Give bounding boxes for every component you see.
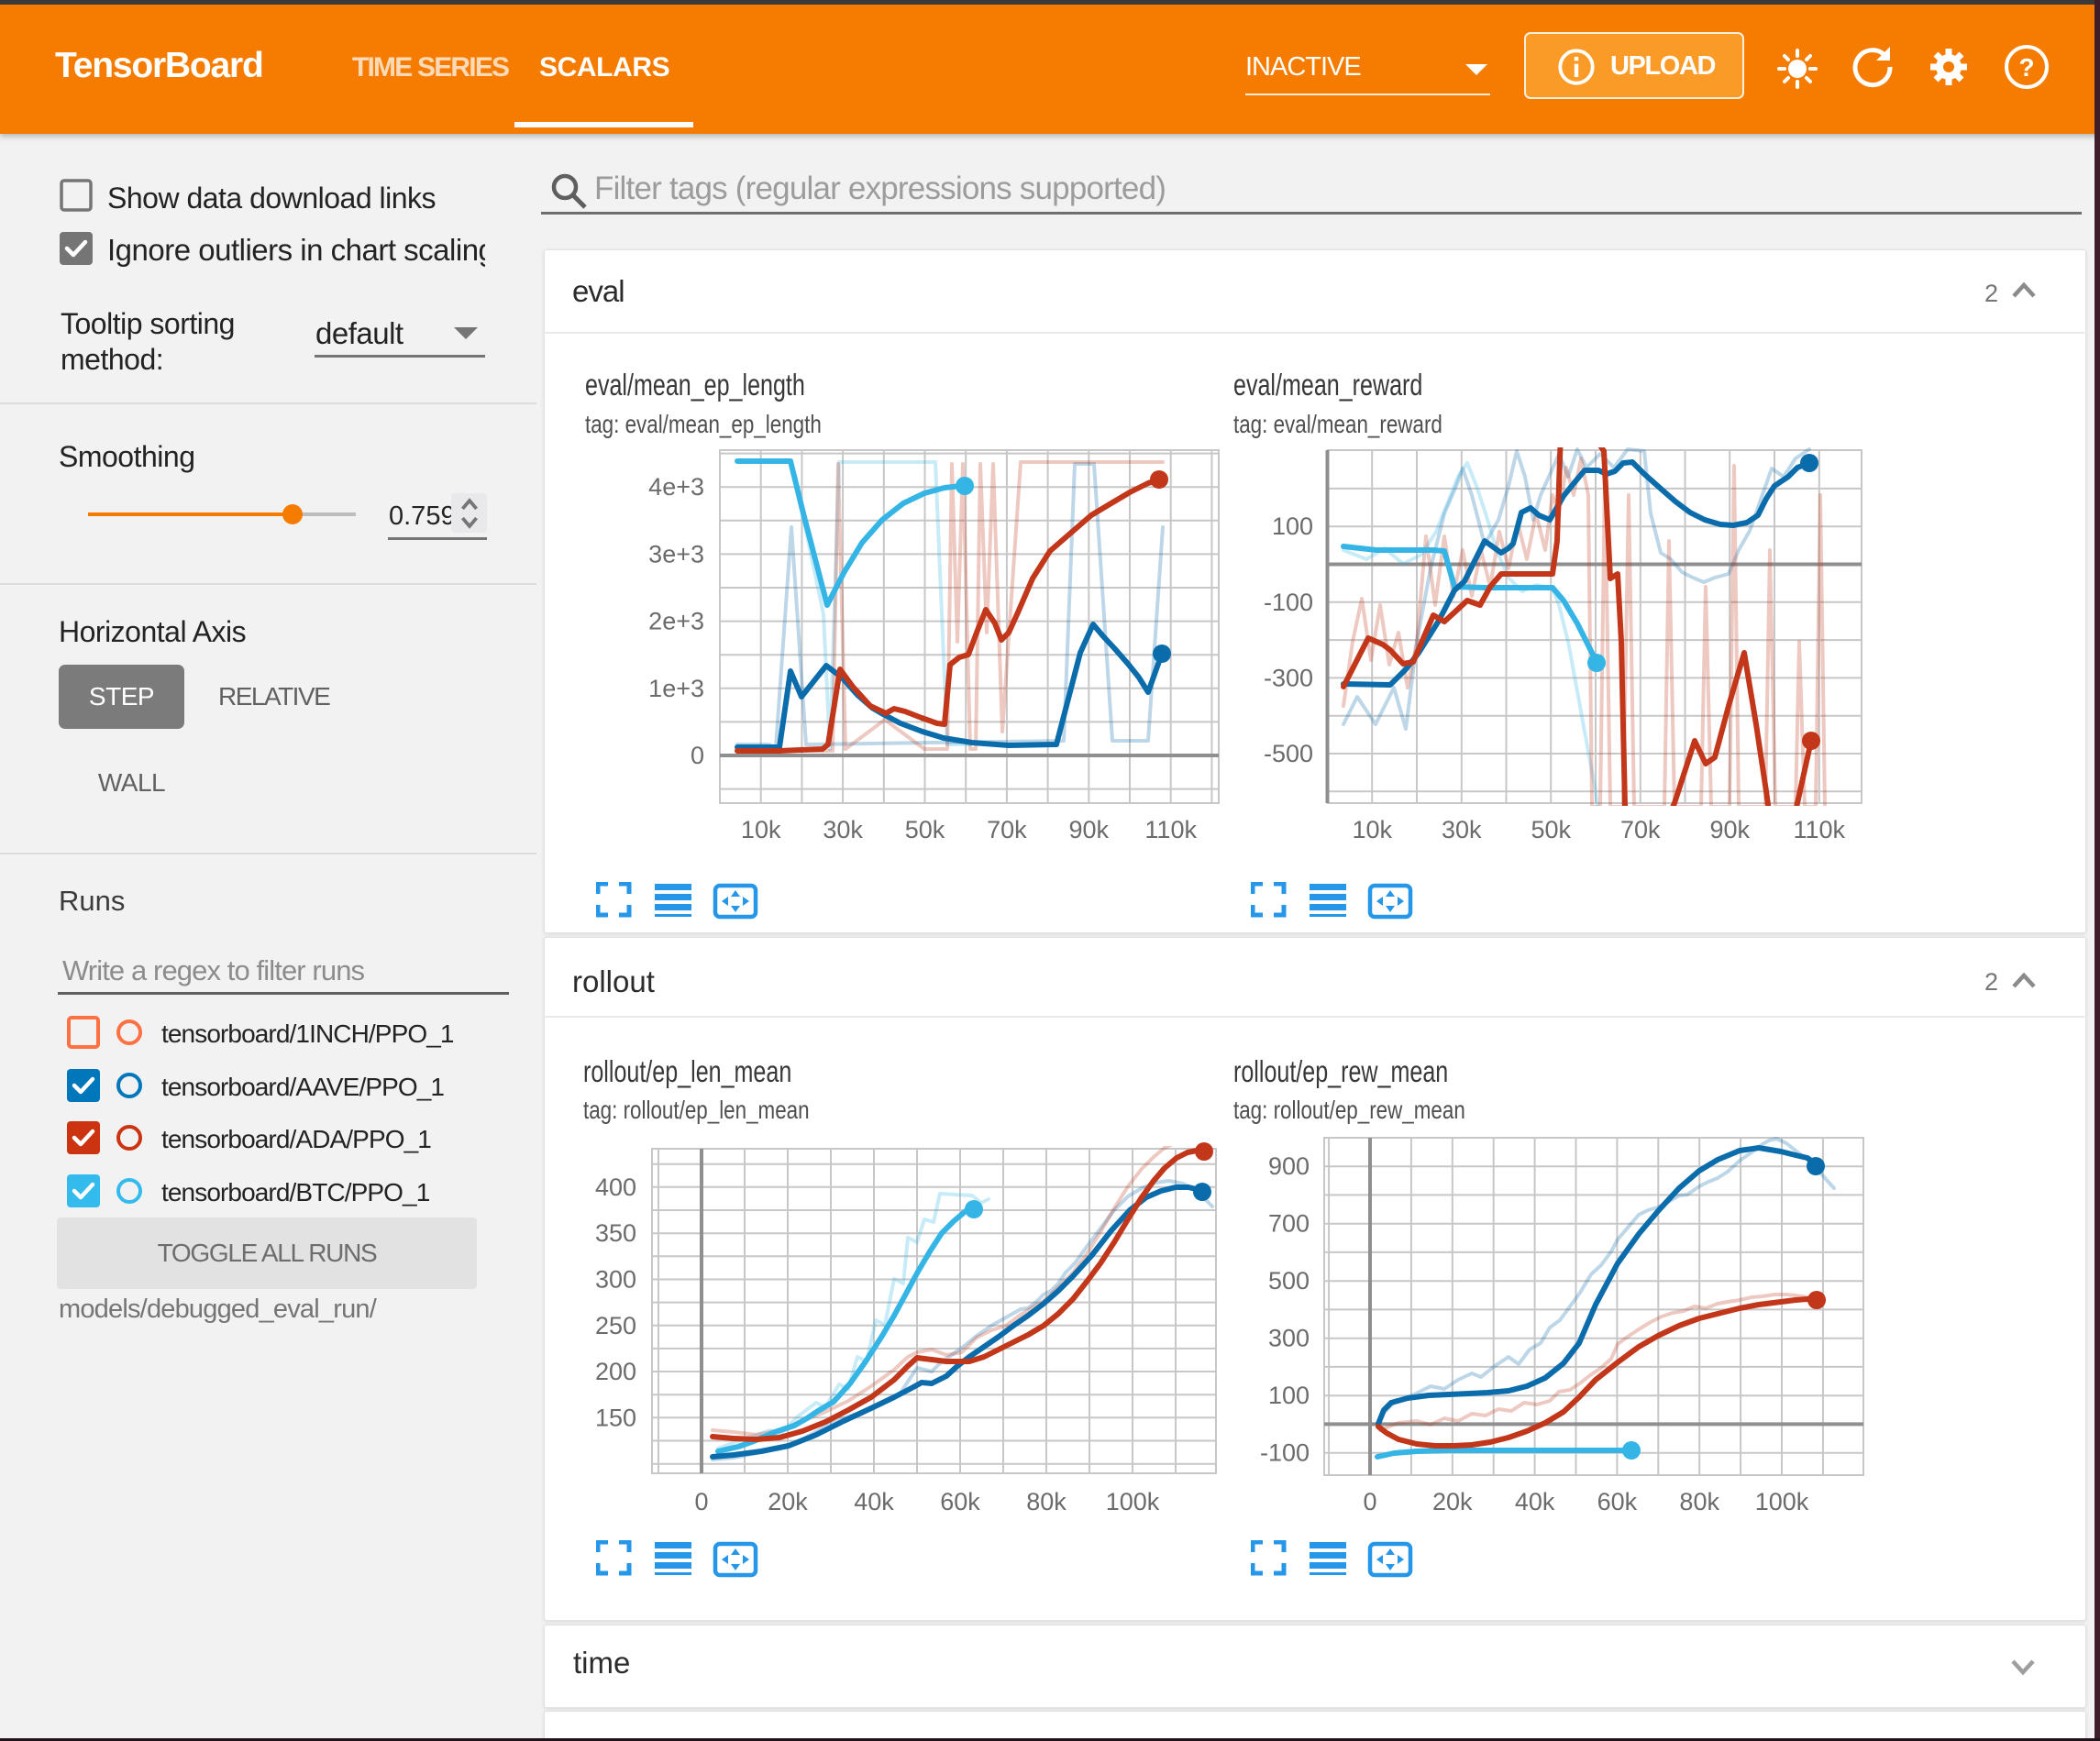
svg-text:?: ? <box>2018 53 2034 82</box>
